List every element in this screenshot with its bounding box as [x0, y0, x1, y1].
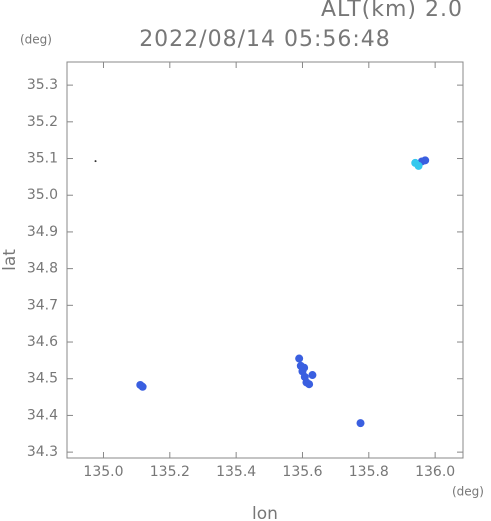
- echo-point: [308, 371, 317, 380]
- chart-title: 2022/08/14 05:56:48: [139, 27, 391, 52]
- x-tick-label: 136.0: [415, 464, 455, 480]
- x-tick-label: 135.6: [282, 464, 322, 480]
- echo-point: [421, 156, 430, 165]
- echo-point: [414, 161, 423, 170]
- echo-point: [94, 160, 97, 163]
- y-tick-label: 34.7: [27, 297, 58, 313]
- y-tick-label: 35.2: [27, 114, 58, 130]
- y-unit: (deg): [20, 33, 52, 47]
- x-tick-label: 135.2: [150, 464, 190, 480]
- echo-point: [300, 363, 309, 372]
- echo-point: [138, 382, 147, 391]
- y-tick-label: 35.1: [27, 151, 58, 167]
- y-tick-label: 34.6: [27, 334, 58, 350]
- x-axis-label: lon: [252, 504, 278, 521]
- y-tick-label: 34.8: [27, 261, 58, 277]
- echo-point: [305, 380, 314, 389]
- plot-frame: [66, 61, 464, 459]
- y-tick-label: 35.3: [27, 77, 58, 93]
- x-tick-label: 135.8: [349, 464, 389, 480]
- x-tick-label: 135.4: [216, 464, 256, 480]
- y-tick-label: 34.4: [27, 407, 58, 423]
- x-unit: (deg): [452, 485, 484, 499]
- y-tick-label: 34.3: [27, 444, 58, 460]
- subtitle: ALT(km) 2.0: [321, 0, 463, 22]
- y-axis-label: lat: [0, 249, 20, 271]
- y-tick-label: 34.5: [27, 371, 58, 387]
- y-tick-label: 34.9: [27, 224, 58, 240]
- echo-point: [356, 419, 365, 428]
- x-tick-label: 135.0: [83, 464, 123, 480]
- echo-point: [295, 354, 304, 363]
- y-tick-label: 35.0: [27, 187, 58, 203]
